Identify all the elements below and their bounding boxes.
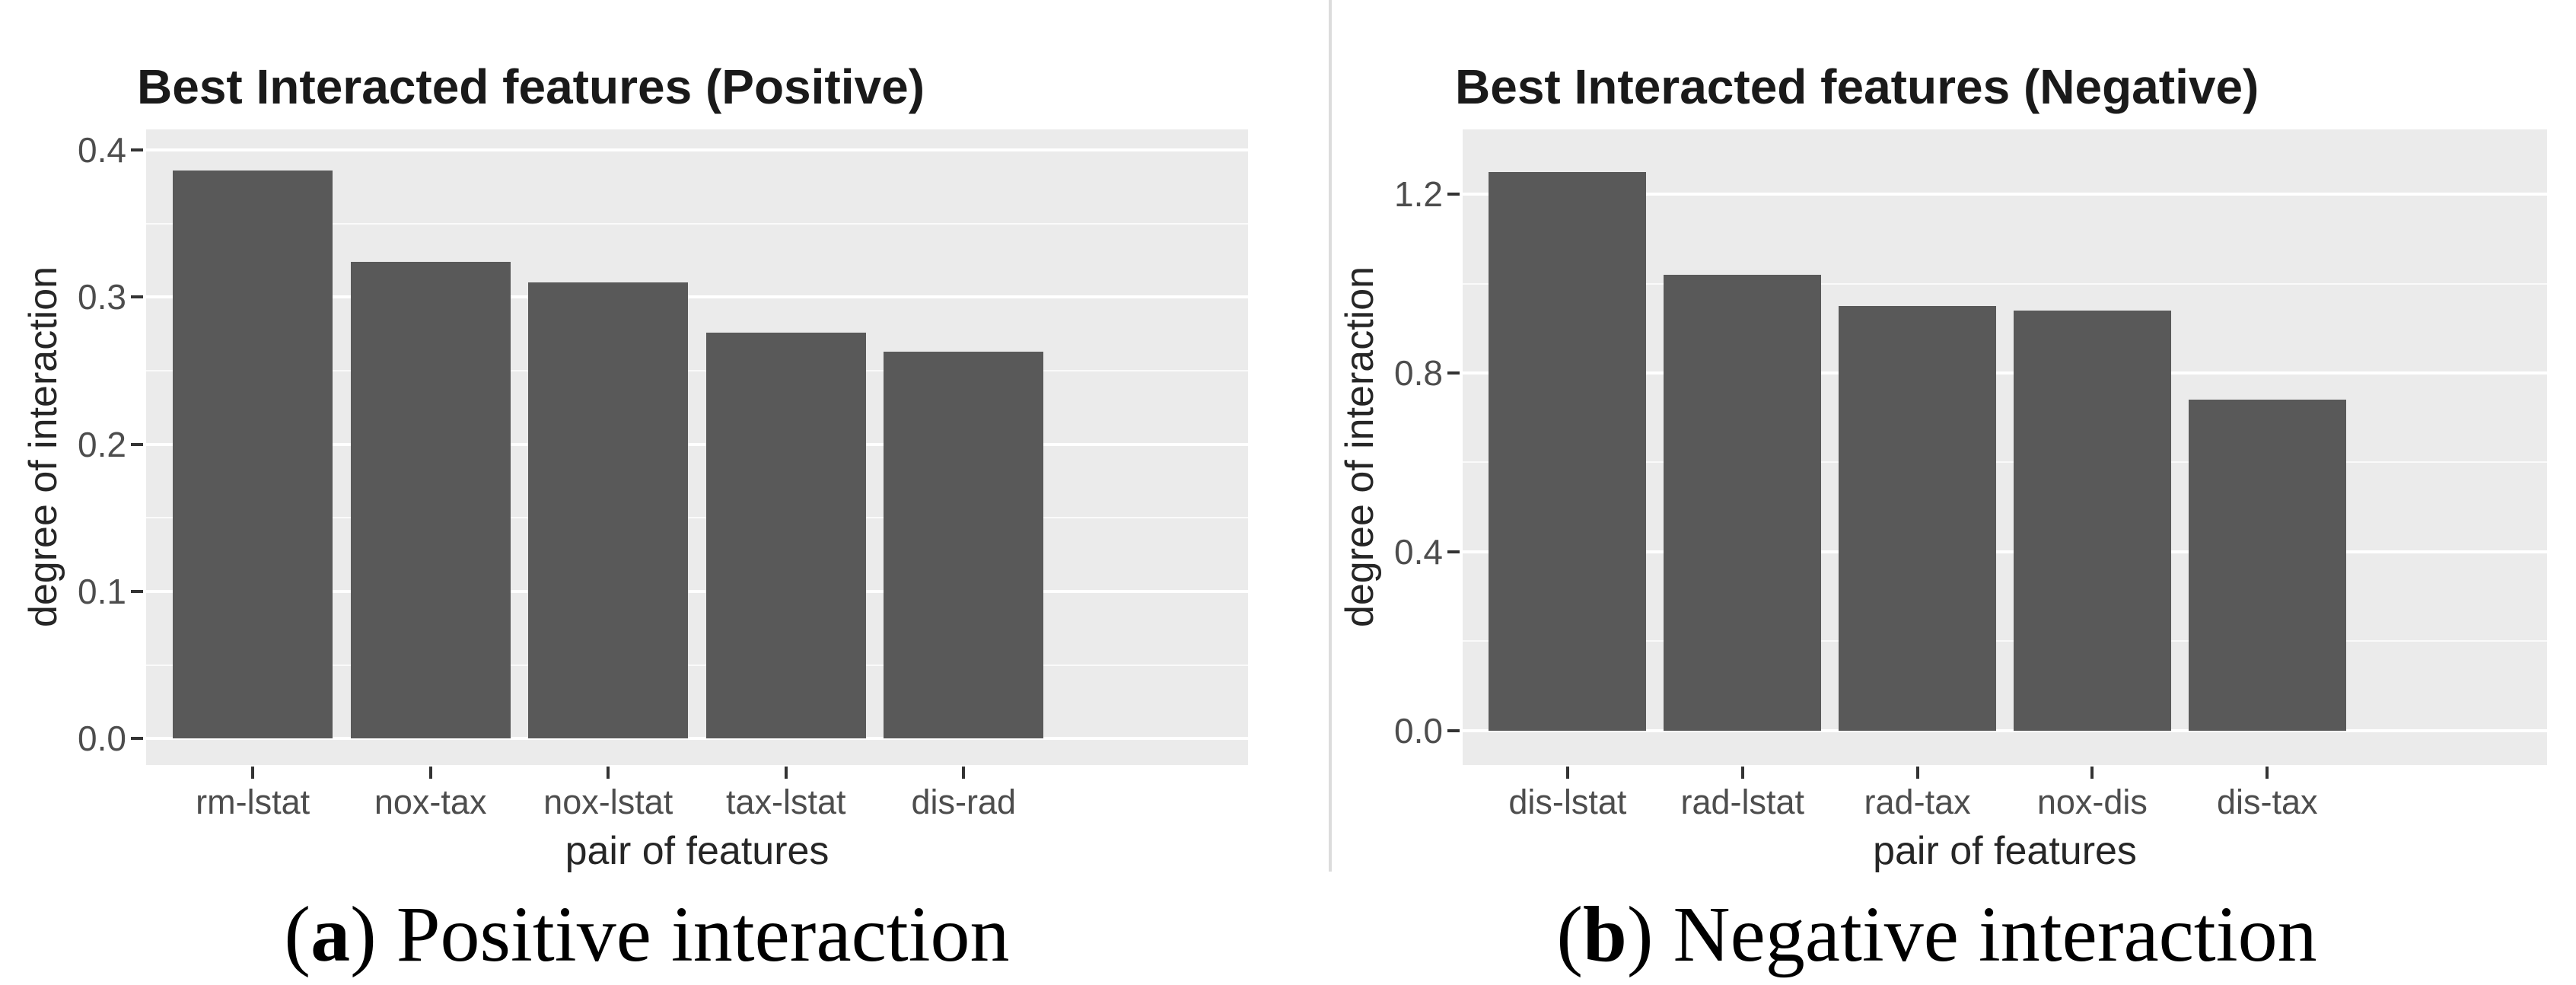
bar-dis-rad [884, 351, 1044, 739]
minor-gridline [1463, 461, 2547, 464]
negative-plot-panel [1463, 129, 2547, 765]
y-tick-label: 0.1 [78, 571, 126, 611]
x-tick-label: dis-rad [911, 783, 1017, 821]
y-tick-mark [1447, 550, 1460, 553]
major-gridline [146, 148, 1248, 152]
positive-x-axis-title: pair of features [565, 829, 829, 873]
caption-paren-open: ( [284, 891, 311, 978]
x-tick-label: rad-tax [1864, 783, 1971, 821]
bar-tax-lstat [705, 332, 866, 739]
bar-dis-lstat [1489, 171, 1647, 731]
positive-caption: (a) Positive interaction [0, 889, 1294, 980]
x-tick-mark [428, 767, 432, 779]
bar-nox-dis [2013, 310, 2171, 731]
positive-plot-panel [146, 129, 1248, 765]
x-tick-label: tax-lstat [725, 783, 846, 821]
x-tick-mark [784, 767, 788, 779]
x-tick-label: rad-lstat [1680, 783, 1805, 821]
bar-dis-tax [2188, 400, 2346, 731]
y-tick-mark [1447, 371, 1460, 375]
caption-paren-close: ) [1626, 891, 1654, 978]
y-tick-label: 0.0 [1394, 710, 1443, 751]
y-tick-mark [131, 442, 143, 446]
x-tick-label: nox-dis [2036, 783, 2148, 821]
y-tick-label: 0.3 [78, 277, 126, 317]
y-tick-mark [131, 295, 143, 299]
negative-caption: (b) Negative interaction [1298, 889, 2576, 980]
y-tick-label: 0.4 [1394, 531, 1443, 572]
major-gridline [1463, 550, 2547, 553]
negative-x-axis-title: pair of features [1873, 829, 2137, 873]
major-gridline [1463, 371, 2547, 375]
minor-gridline [1463, 282, 2547, 285]
bar-nox-lstat [528, 282, 689, 739]
minor-gridline [146, 369, 1248, 371]
y-tick-label: 0.2 [78, 424, 126, 464]
x-tick-mark [962, 767, 966, 779]
negative-y-axis-title: degree of interaction [1338, 266, 1382, 628]
caption-text: Positive interaction [396, 891, 1010, 978]
caption-paren-close: ) [350, 891, 377, 978]
caption-paren-open: ( [1556, 891, 1584, 978]
bar-nox-tax [350, 261, 511, 739]
x-tick-mark [2090, 767, 2094, 779]
x-tick-label: dis-lstat [1508, 783, 1627, 821]
bar-rad-lstat [1664, 274, 1822, 731]
y-tick-mark [1447, 193, 1460, 196]
caption-letter: b [1583, 891, 1627, 978]
x-tick-label: dis-tax [2216, 783, 2318, 821]
y-tick-label: 0.4 [78, 130, 126, 171]
x-tick-label: nox-lstat [543, 783, 673, 821]
minor-gridline [146, 664, 1248, 666]
caption-letter: a [310, 891, 351, 978]
subfigure-divider [1329, 0, 1332, 872]
y-tick-label: 1.2 [1394, 174, 1443, 215]
major-gridline [146, 442, 1248, 446]
major-gridline [146, 737, 1248, 741]
major-gridline [1463, 728, 2547, 732]
major-gridline [1463, 193, 2547, 196]
x-tick-mark [1565, 767, 1569, 779]
x-tick-mark [1915, 767, 1919, 779]
bar-rm-lstat [173, 171, 333, 739]
y-tick-mark [131, 589, 143, 593]
negative-chart-title: Best Interacted features (Negative) [1455, 59, 2259, 115]
x-tick-mark [2266, 767, 2269, 779]
y-tick-label: 0.0 [78, 719, 126, 759]
x-tick-label: rm-lstat [196, 783, 310, 821]
x-tick-label: nox-tax [374, 783, 487, 821]
bar-rad-tax [1839, 305, 1996, 731]
y-tick-mark [131, 148, 143, 152]
caption-text: Negative interaction [1673, 891, 2317, 978]
y-tick-mark [1447, 728, 1460, 732]
x-tick-mark [251, 767, 255, 779]
major-gridline [146, 295, 1248, 299]
x-tick-mark [607, 767, 610, 779]
minor-gridline [146, 517, 1248, 519]
y-tick-label: 0.8 [1394, 353, 1443, 394]
minor-gridline [1463, 640, 2547, 642]
x-tick-mark [1740, 767, 1744, 779]
minor-gridline [146, 222, 1248, 225]
major-gridline [146, 589, 1248, 593]
positive-chart-title: Best Interacted features (Positive) [137, 59, 925, 115]
y-tick-mark [131, 737, 143, 741]
